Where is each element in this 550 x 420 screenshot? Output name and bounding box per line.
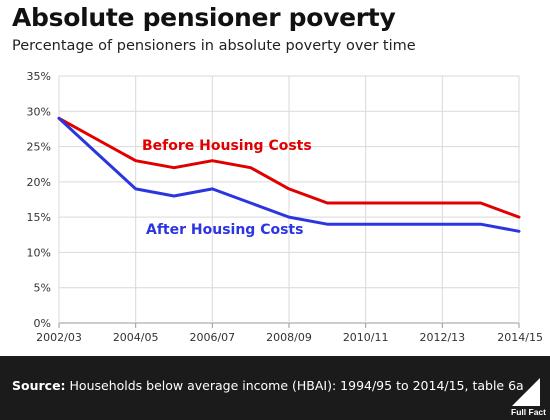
y-tick-label: 15% [27,211,51,224]
source-text: Households below average income (HBAI): … [69,378,524,393]
y-tick-label: 10% [27,246,51,259]
footer-bar: Source: Households below average income … [0,356,550,420]
chart-title: Absolute pensioner poverty [12,3,396,32]
series-line-after-housing-costs [57,116,521,233]
y-tick-label: 0% [34,317,51,330]
series-line-before-housing-costs [57,116,521,219]
logo-text: Full Fact [511,407,546,417]
x-tick-label: 2014/15 [497,331,543,344]
x-tick-label: 2012/13 [419,331,465,344]
chart-subtitle: Percentage of pensioners in absolute pov… [12,38,416,54]
y-tick-label: 35% [27,70,51,83]
source-label: Source: [12,378,66,393]
x-tick-label: 2006/07 [189,331,235,344]
y-tick-label: 30% [27,105,51,118]
y-tick-label: 25% [27,141,51,154]
x-tick-label: 2010/11 [343,331,389,344]
x-tick-label: 2008/09 [266,331,312,344]
y-tick-label: 20% [27,176,51,189]
series-label: Before Housing Costs [142,138,312,154]
source-note: Source: Households below average income … [12,378,524,393]
x-tick-label: 2004/05 [113,331,159,344]
x-tick-label: 2002/03 [36,331,82,344]
line-chart: 0% 5% 10% 15% 20% 25% 30% 35% 2002/03 2004/05 2006… [27,70,543,344]
y-tick-label: 5% [34,282,51,295]
series-label: After Housing Costs [146,222,303,238]
full-fact-logo-icon [512,378,540,406]
